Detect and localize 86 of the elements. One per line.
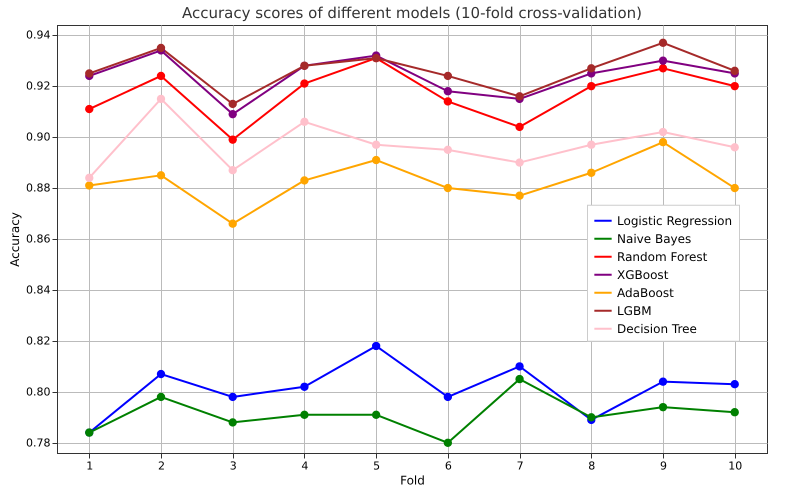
- point: [730, 408, 739, 416]
- point: [515, 374, 524, 384]
- point: [228, 100, 237, 108]
- point: [372, 156, 380, 164]
- point: [730, 380, 739, 388]
- point: [228, 166, 237, 174]
- legend-label: Logistic Regression: [617, 214, 732, 228]
- point: [444, 146, 452, 154]
- x-tick-label: 6: [444, 460, 452, 472]
- point: [730, 82, 739, 90]
- x-tick-label: 9: [660, 460, 668, 472]
- point: [300, 176, 309, 185]
- point: [372, 140, 380, 149]
- point: [658, 402, 668, 412]
- point: [300, 118, 309, 126]
- x-tick-label: 8: [588, 460, 596, 472]
- x-tick-label: 3: [230, 460, 237, 472]
- point: [156, 392, 166, 402]
- point: [515, 122, 524, 132]
- chart-title: Accuracy scores of different models (10-fold cross-validation): [182, 4, 642, 22]
- point: [85, 104, 94, 114]
- point: [228, 418, 237, 427]
- y-tick-label: 0.92: [26, 80, 50, 93]
- point: [85, 181, 94, 190]
- point: [730, 184, 739, 192]
- x-axis-title: Fold: [400, 474, 425, 488]
- point: [444, 392, 452, 402]
- point: [372, 342, 380, 350]
- y-tick-label: 0.90: [26, 130, 50, 144]
- point: [658, 377, 668, 386]
- point: [730, 143, 739, 152]
- legend-label: LGBM: [617, 304, 652, 318]
- y-tick-label: 0.82: [26, 334, 50, 348]
- legend-label: XGBoost: [617, 268, 669, 282]
- point: [444, 438, 452, 447]
- y-tick-label: 0.78: [26, 436, 50, 450]
- point: [156, 72, 166, 80]
- point: [156, 94, 166, 104]
- point: [444, 97, 452, 106]
- x-tick-label: 7: [516, 460, 524, 472]
- point: [156, 370, 166, 378]
- point: [515, 192, 524, 200]
- point: [587, 168, 596, 177]
- point: [228, 110, 237, 118]
- point: [300, 79, 309, 88]
- x-tick-label: 10: [728, 460, 742, 472]
- x-tick-label: 1: [86, 460, 94, 472]
- point: [156, 44, 166, 52]
- point: [156, 171, 166, 180]
- point: [587, 82, 596, 90]
- legend-label: Random Forest: [617, 250, 708, 264]
- x-tick-label: 5: [373, 460, 380, 472]
- y-tick-label: 0.88: [26, 182, 50, 195]
- point: [85, 174, 94, 182]
- point: [444, 184, 452, 192]
- point: [444, 72, 452, 80]
- point: [85, 69, 94, 78]
- y-tick-label: 0.86: [26, 232, 50, 246]
- point: [372, 410, 380, 419]
- y-tick-label: 0.94: [26, 28, 50, 42]
- point: [587, 413, 596, 422]
- point: [515, 92, 524, 101]
- point: [228, 135, 237, 144]
- legend-label: Decision Tree: [617, 322, 697, 336]
- point: [587, 64, 596, 72]
- y-tick-label: 0.80: [26, 385, 50, 398]
- point: [515, 158, 524, 167]
- point: [444, 87, 452, 96]
- point: [658, 128, 668, 136]
- point: [228, 392, 237, 402]
- y-tick-label: 0.84: [26, 283, 50, 296]
- legend-label: Naive Bayes: [617, 232, 692, 246]
- point: [658, 138, 668, 146]
- point: [587, 140, 596, 149]
- point: [730, 66, 739, 76]
- point: [300, 410, 309, 419]
- point: [228, 220, 237, 228]
- x-tick-label: 2: [158, 460, 165, 472]
- legend-label: AdaBoost: [617, 286, 674, 300]
- point: [515, 362, 524, 371]
- y-axis-title: Accuracy: [8, 212, 22, 267]
- point: [658, 38, 668, 48]
- point: [300, 382, 309, 391]
- x-tick-label: 4: [301, 460, 308, 472]
- point: [658, 56, 668, 65]
- point: [658, 64, 668, 72]
